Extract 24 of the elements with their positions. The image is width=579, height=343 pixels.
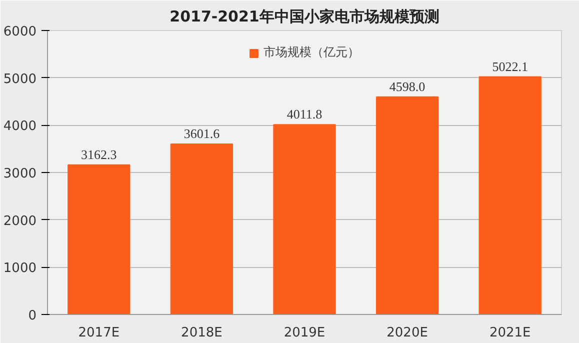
bar — [68, 164, 130, 314]
chart-title: 2017-2021年中国小家电市场规模预测 — [170, 8, 440, 26]
data-label: 4011.8 — [286, 106, 322, 122]
x-tick-label: 2021E — [489, 326, 531, 340]
bar — [376, 96, 439, 314]
y-tick-label: 6000 — [3, 24, 37, 40]
x-tick-label: 2018E — [181, 326, 222, 340]
bar — [273, 124, 336, 314]
data-label: 5022.1 — [492, 58, 528, 74]
y-tick-label: 4000 — [3, 119, 37, 134]
x-tick-label: 2019E — [284, 326, 326, 340]
data-label: 3601.6 — [184, 126, 220, 142]
y-tick-label: 5000 — [3, 72, 37, 87]
bar — [170, 144, 234, 314]
x-tick-label: 2017E — [78, 326, 120, 340]
data-label: 3162.3 — [81, 146, 117, 162]
y-tick-label: 2000 — [3, 214, 37, 229]
legend-label: 市场规模（亿元） — [264, 44, 360, 61]
y-tick-label: 0 — [28, 308, 37, 324]
bar — [478, 76, 542, 314]
y-tick-label: 3000 — [3, 166, 37, 182]
y-tick-label: 1000 — [3, 261, 37, 276]
data-label: 4598.0 — [389, 78, 426, 94]
x-tick-label: 2020E — [386, 326, 428, 340]
